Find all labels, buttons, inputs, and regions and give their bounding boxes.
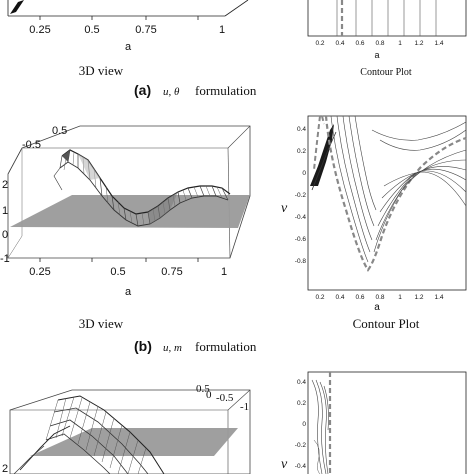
row-c-contour-nu-tick: 0 [302, 421, 306, 428]
row-b-3d-z-tick: 0 [2, 229, 8, 241]
row-b-contour-tick: 1.2 [414, 294, 423, 301]
row-a-label: (a) [134, 82, 151, 98]
row-a-3d-caption: 3D view [79, 63, 124, 78]
row-a-contour-tick: 1.4 [434, 40, 443, 47]
row-b-contour-tick: 0.6 [355, 294, 364, 301]
row-b-contour-caption: Contour Plot [353, 316, 420, 331]
row-b-contour-tick: 1.4 [434, 294, 443, 301]
row-a-3d-panel: 0.25 0.5 0.75 1 a 3D view [7, 0, 249, 78]
row-c-3d-top-tick: 0.5 [196, 383, 210, 395]
row-b-contour-panel: 0.4 0.2 0 -0.2 -0.4 -0.6 -0.8 ν 0.2 0.4 … [281, 115, 467, 331]
row-a-contour-tick: 1.2 [414, 40, 423, 47]
row-b-contour-nu-tick: -0.6 [295, 236, 307, 243]
row-c-contour-nu-tick: 0.2 [297, 400, 306, 407]
row-a-3d-tick: 1 [219, 24, 225, 36]
row-b-contour-nu-tick: 0.2 [297, 148, 306, 155]
row-c-contour-nu-label: ν [281, 457, 288, 472]
row-c-3d-top-tick: -1 [240, 401, 249, 413]
row-b-3d-z-tick: -1 [0, 253, 10, 265]
row-a-3d-axis-label: a [125, 41, 132, 53]
row-a-3d-tick: 0.5 [84, 24, 99, 36]
row-b-contour-nu-tick: 0.4 [297, 126, 306, 133]
row-b-3d-tick: 1 [221, 266, 227, 278]
row-b-label: (b) [134, 338, 152, 354]
row-b-contour-tick: 1 [398, 294, 402, 301]
row-b-contour-nu-tick: -0.4 [295, 214, 307, 221]
row-b-contour-tick: 0.2 [315, 294, 324, 301]
row-c-contour-panel: 0.4 0.2 0 -0.2 -0.4 ν [281, 371, 467, 474]
row-b-contour-nu-label: ν [281, 201, 288, 216]
row-a-formulation-word: formulation [195, 83, 257, 98]
row-a-contour-axis-label: a [374, 50, 379, 60]
row-b-contour-nu-tick: -0.2 [295, 192, 307, 199]
row-c-3d-z-tick: 2 [2, 463, 8, 474]
row-a-vars: u, θ [163, 86, 180, 98]
row-a-contour-tick: 0.8 [375, 40, 384, 47]
row-c-contour-nu-tick: 0.4 [297, 379, 306, 386]
row-a-contour-tick: 0.6 [355, 40, 364, 47]
row-a-contour-caption: Contour Plot [360, 67, 412, 78]
row-a-contour-tick: 0.4 [335, 40, 344, 47]
row-b-contour-axis-label: a [374, 302, 380, 313]
row-b-3d-tick: 0.25 [29, 266, 50, 278]
row-a-contour-tick: 0.2 [315, 40, 324, 47]
row-b-3d-top-tick: -0.5 [22, 139, 41, 151]
row-b-3d-panel: 2 1 0 -1 0.5 -0.5 0.25 0.5 0.75 1 a 3D v… [0, 125, 251, 331]
row-a-formulation-caption: (a) u, θ formulation [134, 82, 257, 98]
row-b-formulation-caption: (b) u, m formulation [134, 338, 257, 354]
row-b-contour-tick: 0.8 [375, 294, 384, 301]
row-a-contour-tick: 1 [398, 40, 402, 47]
row-b-vars: u, m [163, 342, 182, 354]
row-c-3d-panel: 0.5 0 -0.5 -1 2 [2, 383, 251, 474]
row-a-3d-tick: 0.25 [29, 24, 50, 36]
row-c-contour-nu-tick: -0.2 [295, 442, 307, 449]
row-b-3d-tick: 0.75 [161, 266, 182, 278]
row-c-contour-nu-tick: -0.4 [295, 463, 307, 470]
row-b-3d-caption: 3D view [79, 316, 124, 331]
row-a-3d-tick: 0.75 [135, 24, 156, 36]
row-b-contour-nu-tick: 0 [302, 170, 306, 177]
row-b-3d-tick: 0.5 [110, 266, 125, 278]
row-a-contour-panel: 0.2 0.4 0.6 0.8 1 1.2 1.4 a Contour Plot [307, 0, 467, 78]
row-b-contour-tick: 0.4 [335, 294, 344, 301]
row-b-3d-axis-label: a [125, 286, 132, 298]
row-c-3d-top-tick: 0 [206, 389, 212, 401]
row-b-3d-z-tick: 2 [2, 179, 8, 191]
row-b-contour-nu-tick: -0.8 [295, 258, 307, 265]
row-b-3d-top-tick: 0.5 [52, 125, 67, 137]
row-b-formulation-word: formulation [195, 339, 257, 354]
row-c-3d-top-tick: -0.5 [216, 392, 234, 404]
row-b-3d-z-tick: 1 [2, 205, 8, 217]
